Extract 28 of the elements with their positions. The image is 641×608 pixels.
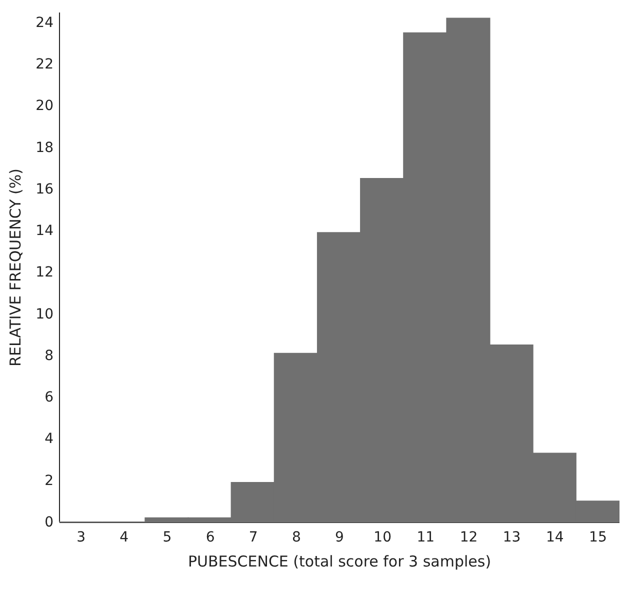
x-tick-label: 13 <box>502 530 521 546</box>
y-tick-label: 20 <box>36 98 54 114</box>
x-axis-title: PUBESCENCE (total score for 3 samples) <box>188 552 492 570</box>
y-tick-label: 0 <box>44 514 54 530</box>
x-tick-label: 14 <box>546 530 564 546</box>
x-tick-label: 11 <box>416 530 435 546</box>
x-tick-label: 6 <box>206 530 215 546</box>
y-tick-label: 22 <box>36 56 54 73</box>
x-tick-label: 5 <box>162 530 172 546</box>
y-tick-label: 18 <box>36 140 54 156</box>
x-tick-label: 10 <box>374 530 392 546</box>
y-tick-label: 6 <box>44 390 54 406</box>
y-tick-label: 8 <box>44 348 54 364</box>
x-tick-label: 15 <box>589 530 607 546</box>
y-tick-label: 14 <box>36 223 54 240</box>
y-tick-label: 2 <box>44 472 54 489</box>
y-tick-label: 24 <box>36 14 54 31</box>
y-tick-label: 10 <box>36 306 54 322</box>
x-tick-label: 8 <box>292 530 301 546</box>
y-tick-label: 12 <box>36 264 54 281</box>
y-tick-label: 16 <box>36 181 54 198</box>
x-tick-label: 3 <box>76 530 86 546</box>
x-tick-label: 4 <box>120 530 129 546</box>
y-axis-title: RELATIVE FREQUENCY (%) <box>6 168 25 366</box>
x-tick-label: 12 <box>460 530 478 546</box>
x-tick-label: 7 <box>248 530 258 546</box>
y-tick-label: 4 <box>44 431 54 448</box>
x-tick-label: 9 <box>335 530 344 546</box>
